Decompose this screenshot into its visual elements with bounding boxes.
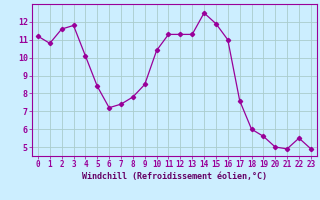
X-axis label: Windchill (Refroidissement éolien,°C): Windchill (Refroidissement éolien,°C)	[82, 172, 267, 181]
